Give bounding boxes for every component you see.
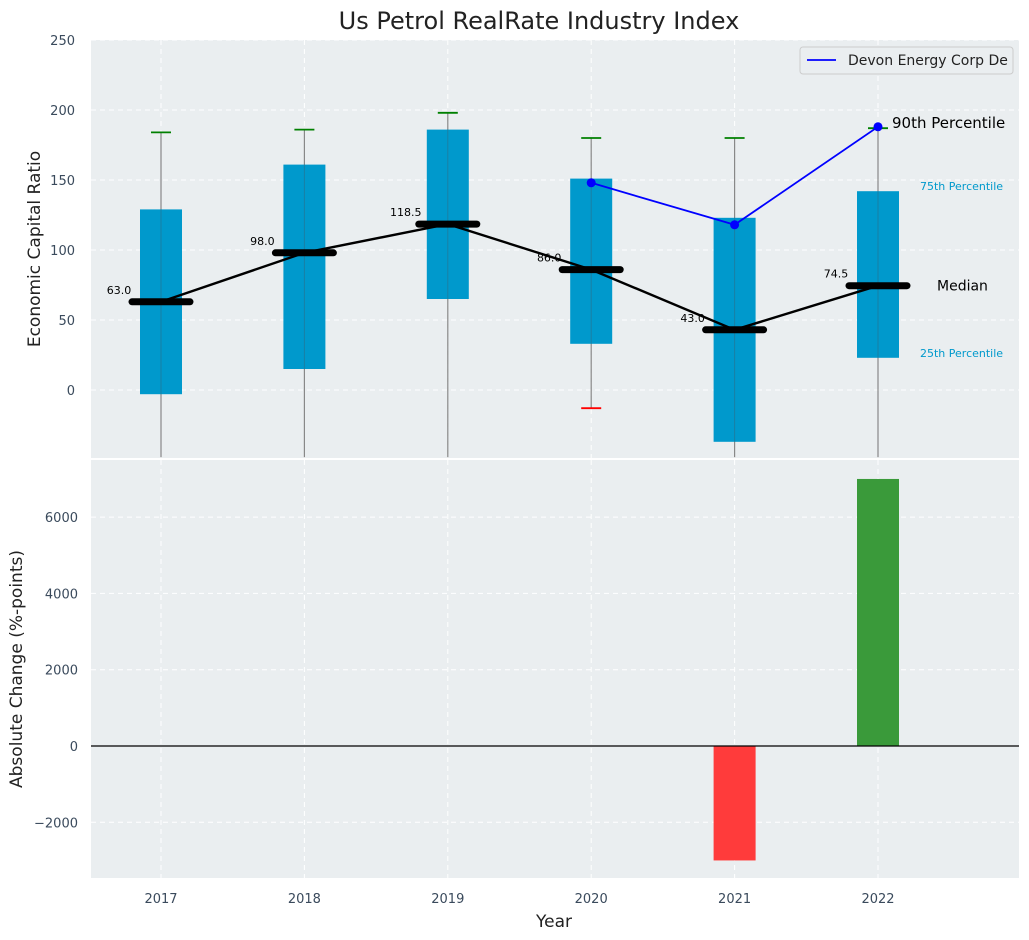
x-tick-label: 2021 (718, 892, 751, 907)
top-y-tick-label: 250 (50, 34, 75, 49)
bottom-y-tick-label: 6000 (45, 511, 78, 526)
legend: Devon Energy Corp De (799, 46, 1014, 75)
chart-title: Us Petrol RealRate Industry Index (339, 7, 740, 35)
x-tick-label: 2020 (575, 892, 608, 907)
bottom-y-axis-label: Absolute Change (%-points) (7, 550, 27, 788)
top-y-tick-label: 200 (50, 104, 75, 119)
x-tick-label: 2017 (144, 892, 177, 907)
top-y-tick-label: 0 (67, 384, 75, 399)
median-value-label: 63.0 (107, 284, 132, 297)
top-y-tick-label: 100 (50, 244, 75, 259)
plot-layer: 0 50 100 150 200 250 −2000 0 2000 4000 6000 63.0 98.… (34, 34, 1019, 907)
median-value-label: 74.5 (824, 268, 849, 281)
top-y-tick-label: 50 (58, 314, 75, 329)
median-value-label: 86.0 (537, 252, 562, 265)
series-point (586, 178, 596, 188)
annotation-75th-percentile: 75th Percentile (920, 180, 1003, 193)
legend-label: Devon Energy Corp De (848, 53, 1008, 69)
median-value-label: 98.0 (250, 235, 275, 248)
top-y-tick-label: 150 (50, 174, 75, 189)
bottom-y-tick-label: 4000 (45, 587, 78, 602)
x-axis-label: Year (535, 912, 572, 932)
top-y-axis-label: Economic Capital Ratio (25, 151, 45, 347)
x-tick-label: 2022 (861, 892, 894, 907)
annotation-median: Median (937, 279, 988, 295)
change-bar (713, 746, 756, 861)
median-value-label: 43.0 (680, 312, 705, 325)
bottom-y-tick-label: 2000 (45, 664, 78, 679)
series-point (730, 220, 740, 230)
change-bar (857, 478, 899, 746)
annotation-25th-percentile: 25th Percentile (920, 347, 1003, 360)
median-value-label: 118.5 (390, 206, 422, 219)
series-point (873, 122, 883, 132)
annotation-90th-percentile: 90th Percentile (892, 114, 1005, 132)
bottom-y-tick-label: −2000 (34, 816, 78, 831)
x-tick-label: 2019 (431, 892, 464, 907)
bottom-y-tick-label: 0 (70, 740, 78, 755)
x-tick-label: 2018 (288, 892, 321, 907)
median-line (160, 222, 879, 332)
legend-box (799, 46, 1014, 75)
